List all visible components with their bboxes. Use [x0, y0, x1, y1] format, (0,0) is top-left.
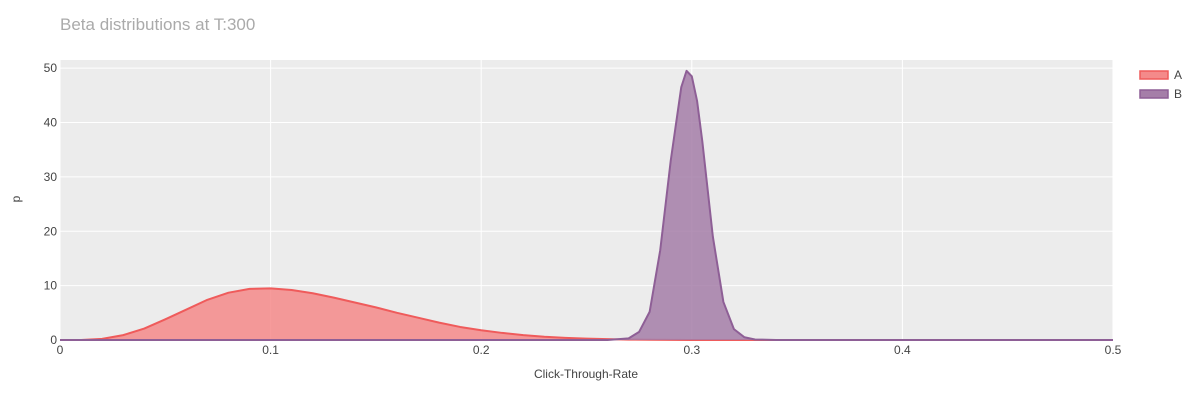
- legend-label: B: [1174, 87, 1182, 101]
- y-tick-label: 10: [44, 279, 58, 293]
- axis-ticks: 0 0.1 0.2 0.3 0.4 0.5 0 10 20 30 40 50: [44, 61, 1122, 357]
- x-axis-label: Click-Through-Rate: [534, 367, 638, 381]
- legend-swatch: [1139, 89, 1169, 99]
- y-axis-label: p: [9, 195, 23, 202]
- y-tick-label: 50: [44, 61, 58, 75]
- y-tick-label: 0: [50, 333, 57, 347]
- legend-swatch: [1139, 70, 1169, 80]
- y-tick-label: 20: [44, 224, 58, 238]
- series-B-line: [60, 69, 1113, 341]
- x-tick-label: 0: [57, 343, 64, 357]
- legend-item-A[interactable]: A: [1139, 68, 1182, 82]
- y-tick-label: 40: [44, 116, 58, 130]
- x-tick-label: 0.4: [894, 343, 911, 357]
- legend-item-B[interactable]: B: [1139, 87, 1182, 101]
- x-tick-label: 0.2: [473, 343, 490, 357]
- legend-label: A: [1174, 68, 1182, 82]
- x-tick-label: 0.3: [683, 343, 700, 357]
- x-tick-label: 0.1: [262, 343, 279, 357]
- series-areas: [60, 69, 1113, 341]
- series-A-fill: [60, 288, 1113, 340]
- legend[interactable]: AB: [1139, 68, 1182, 101]
- chart-title: Beta distributions at T:300: [60, 15, 255, 34]
- y-tick-label: 30: [44, 170, 58, 184]
- x-tick-label: 0.5: [1105, 343, 1122, 357]
